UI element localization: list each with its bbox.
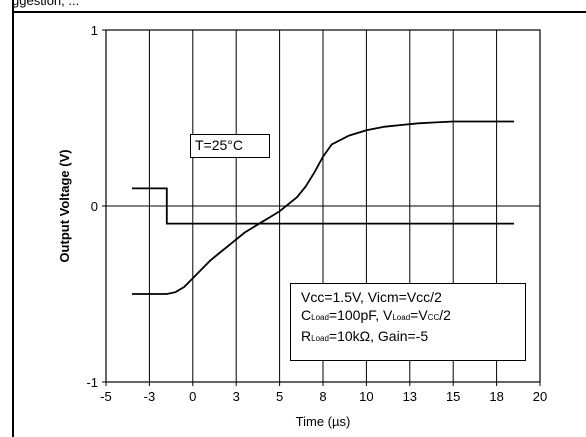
x-axis-label: Time (µs) — [296, 414, 351, 429]
y-tick-label: 1 — [91, 23, 98, 38]
x-tick-label: 15 — [446, 389, 460, 404]
x-tick-label: 10 — [359, 389, 373, 404]
conditions-line-2: CLoad=100pF, VLoad=VCC/2 — [301, 307, 451, 323]
left-border — [12, 0, 14, 437]
conditions-line-1: Vcc=1.5V, Vicm=Vcc/2 — [301, 289, 442, 305]
x-tick-label: -3 — [144, 389, 156, 404]
x-tick-label: -5 — [100, 389, 112, 404]
output-response-line — [132, 120, 514, 295]
x-tick-label: 3 — [233, 389, 240, 404]
x-tick-label: 0 — [189, 389, 196, 404]
x-tick-label: 5 — [276, 389, 283, 404]
top-border — [12, 11, 586, 13]
temperature-text: T=25°C — [195, 137, 244, 153]
conditions-annotation: Vcc=1.5V, Vicm=Vcc/2 CLoad=100pF, VLoad=… — [290, 283, 526, 361]
temperature-annotation: T=25°C — [190, 134, 270, 158]
x-tick-label: 20 — [533, 389, 547, 404]
y-tick-label: 0 — [91, 199, 98, 214]
axes — [102, 29, 541, 386]
conditions-line-3: RLoad=10kΩ, Gain=-5 — [301, 328, 429, 344]
header-fragment: ggestion, ... — [12, 0, 80, 8]
y-tick-label: -1 — [86, 375, 98, 390]
y-axis-label: Output Voltage (V) — [57, 149, 72, 262]
x-tick-label: 8 — [319, 389, 326, 404]
x-tick-label: 13 — [403, 389, 417, 404]
input-step-line — [132, 187, 514, 225]
series-group — [132, 120, 514, 295]
x-tick-label: 18 — [489, 389, 503, 404]
